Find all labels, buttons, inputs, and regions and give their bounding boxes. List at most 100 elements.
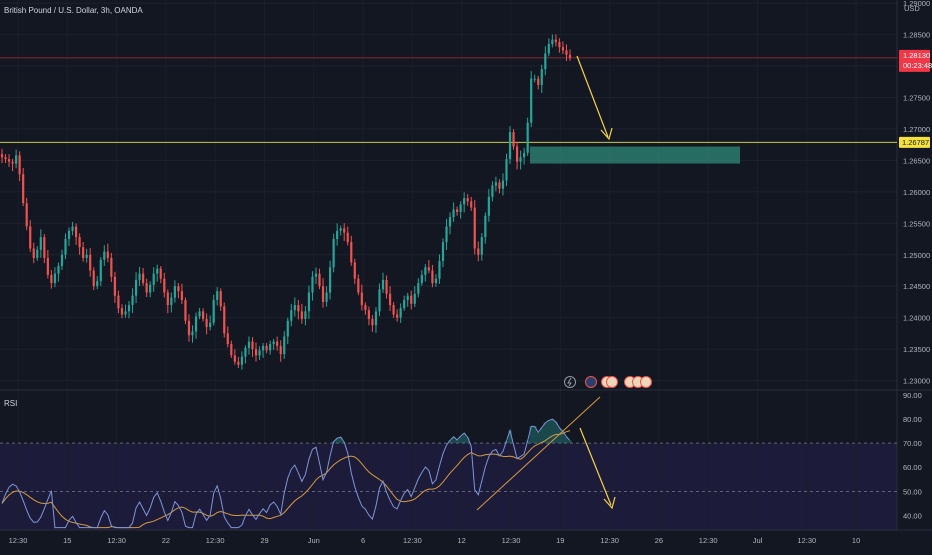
candle xyxy=(60,249,64,270)
price-tick-label: 1.25000 xyxy=(903,251,930,260)
candle xyxy=(145,278,148,298)
candle xyxy=(424,264,427,282)
candle xyxy=(85,248,88,263)
candle xyxy=(505,153,508,187)
rsi-trendline[interactable] xyxy=(476,396,601,511)
demand-zone[interactable] xyxy=(530,146,740,164)
candle xyxy=(237,356,240,368)
candle xyxy=(286,317,289,345)
candle xyxy=(110,252,113,283)
candle xyxy=(551,34,554,48)
time-tick-label: 12:30 xyxy=(9,536,28,545)
candle xyxy=(233,349,236,365)
candle xyxy=(92,267,95,290)
candle xyxy=(456,206,459,216)
time-tick-label: 15 xyxy=(63,536,71,545)
candle xyxy=(300,303,303,324)
candle xyxy=(307,285,311,320)
candle xyxy=(247,336,251,355)
candle xyxy=(332,233,335,273)
time-tick-label: 10 xyxy=(852,536,860,545)
candle xyxy=(46,249,49,279)
time-tick-label: Jun xyxy=(308,536,320,545)
candle xyxy=(106,243,109,263)
candle xyxy=(4,154,7,164)
us-flag-event-icon[interactable] xyxy=(585,376,618,388)
candle xyxy=(480,233,483,261)
candle xyxy=(374,307,378,333)
candle xyxy=(459,201,462,219)
candle xyxy=(420,270,423,286)
candle xyxy=(304,306,307,326)
candle xyxy=(388,286,392,311)
candle xyxy=(212,294,215,326)
candle xyxy=(134,272,138,304)
candle xyxy=(466,194,469,206)
candle xyxy=(124,304,127,318)
candle xyxy=(494,176,498,192)
candle xyxy=(166,289,169,314)
candle xyxy=(78,233,81,255)
price-tick-label: 1.29000 xyxy=(903,0,930,8)
candle xyxy=(149,281,152,298)
candle xyxy=(403,295,406,311)
candle xyxy=(194,312,198,339)
rsi-forecast-arrow[interactable] xyxy=(579,427,616,510)
countdown-label: 00:23:48 xyxy=(903,61,932,70)
candle xyxy=(7,154,11,168)
candle xyxy=(113,271,116,303)
economic-events-row[interactable] xyxy=(564,376,652,388)
candle xyxy=(15,149,18,169)
current-price-label: 1.28130 xyxy=(903,51,930,60)
candle xyxy=(201,308,205,322)
rsi-tick-label: 80.00 xyxy=(903,415,922,424)
candle xyxy=(180,283,184,305)
candle xyxy=(177,282,180,299)
price-tick-label: 1.23500 xyxy=(903,345,930,354)
candle xyxy=(530,71,533,128)
uk-flag-event-icon[interactable] xyxy=(624,376,652,388)
time-axis[interactable]: 12:30 15 12:30 22 12:30 29 Jun 6 12:30 12 12:30 19 1… xyxy=(9,536,861,545)
candle xyxy=(272,338,275,350)
price-tick-label: 1.26500 xyxy=(903,156,930,165)
candle xyxy=(297,299,300,320)
resistance-price-label: 1.26787 xyxy=(902,138,929,147)
candle xyxy=(406,292,409,307)
candle xyxy=(452,202,455,222)
candle xyxy=(431,264,434,288)
candle xyxy=(240,351,244,370)
candle xyxy=(540,64,543,93)
candle xyxy=(170,292,173,313)
candle xyxy=(350,235,353,266)
time-tick-label: 19 xyxy=(556,536,564,545)
time-tick-label: 12:30 xyxy=(699,536,718,545)
candle xyxy=(477,241,480,262)
candle xyxy=(512,129,515,150)
time-tick-label: 12:30 xyxy=(107,536,126,545)
candle xyxy=(205,313,208,335)
candle xyxy=(343,223,346,241)
candle xyxy=(43,233,46,263)
flash-icon[interactable] xyxy=(564,376,576,388)
time-tick-label: 26 xyxy=(655,536,663,545)
price-forecast-arrow[interactable] xyxy=(576,55,613,141)
rsi-axis[interactable]: 90.00 80.00 70.00 60.00 50.00 40.00 xyxy=(903,391,922,521)
candle xyxy=(184,297,187,325)
candle xyxy=(392,302,395,318)
candle xyxy=(526,117,529,156)
candle xyxy=(396,309,399,322)
rsi-band xyxy=(0,443,897,530)
candle xyxy=(223,302,226,338)
candle xyxy=(251,337,254,357)
candle xyxy=(378,283,381,317)
candle xyxy=(117,290,120,314)
candle xyxy=(410,290,413,310)
candle xyxy=(71,221,74,236)
candle xyxy=(254,342,258,362)
price-tick-label: 1.27000 xyxy=(903,125,930,134)
candle xyxy=(321,278,325,308)
candle xyxy=(191,325,194,343)
time-tick-label: 12:30 xyxy=(600,536,619,545)
grid-lines xyxy=(0,2,897,382)
